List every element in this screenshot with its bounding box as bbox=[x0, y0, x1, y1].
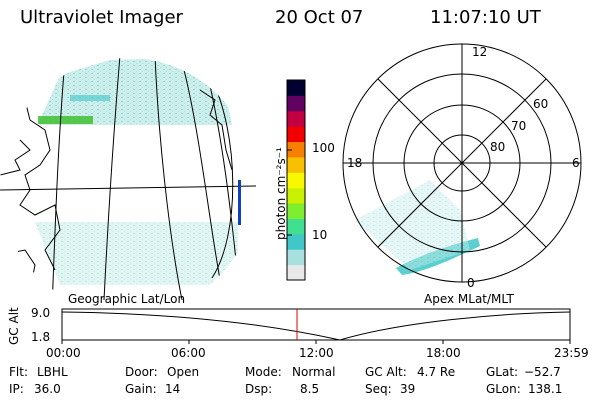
gc-alt-axis-label: GC Alt bbox=[7, 307, 21, 345]
coastline bbox=[9, 89, 61, 271]
info-dsp-value: 8.5 bbox=[300, 382, 320, 396]
apex-caption: Apex MLat/MLT bbox=[424, 292, 514, 306]
aurora-band-green bbox=[38, 116, 93, 124]
time-tick-2359: 23:59 bbox=[554, 346, 589, 360]
info-glat-key: GLat: bbox=[486, 365, 519, 379]
date-label: 20 Oct 07 bbox=[275, 7, 364, 28]
info-dsp-key: Dsp: bbox=[245, 382, 273, 396]
alt-ytick-low: 1.8 bbox=[31, 330, 51, 344]
info-door-value: Open bbox=[167, 365, 200, 379]
colorbar-band bbox=[287, 95, 305, 112]
altitude-curve bbox=[61, 311, 571, 341]
info-gain-value: 14 bbox=[165, 382, 181, 396]
colorbar-band bbox=[287, 126, 305, 143]
colorbar-band bbox=[287, 203, 305, 219]
altitude-plot bbox=[61, 308, 571, 344]
aurora-region-south bbox=[35, 222, 238, 285]
info-gcalt-key: GC Alt: bbox=[365, 365, 407, 379]
time-tick-0000: 00:00 bbox=[46, 346, 81, 360]
colorbar-band bbox=[287, 156, 305, 173]
geographic-caption: Geographic Lat/Lon bbox=[68, 292, 186, 306]
colorbar-unit-label: photon cm⁻²s⁻¹ bbox=[274, 147, 288, 240]
colorbar-band bbox=[287, 172, 305, 189]
info-gain-key: Gain: bbox=[125, 382, 157, 396]
info-seq-value: 39 bbox=[400, 382, 416, 396]
colorbar-band bbox=[287, 233, 305, 250]
colorbar-band bbox=[287, 141, 305, 158]
time-label: 11:07:10 UT bbox=[430, 7, 541, 28]
mlat-label-80: 80 bbox=[490, 140, 506, 154]
geographic-map bbox=[0, 58, 256, 311]
mlat-label-70: 70 bbox=[511, 119, 527, 133]
mlt-label-12: 12 bbox=[472, 45, 488, 59]
colorbar bbox=[286, 79, 306, 281]
colorbar-band bbox=[287, 249, 305, 266]
info-glon-value: 138.1 bbox=[528, 382, 563, 396]
colorbar-band bbox=[287, 110, 305, 127]
info-gcalt-value: 4.7 Re bbox=[417, 365, 456, 379]
info-flt-value: LBHL bbox=[37, 365, 68, 379]
info-door-key: Door: bbox=[125, 365, 158, 379]
colorbar-tick-100: 100 bbox=[312, 141, 335, 155]
time-tick-1200: 12:00 bbox=[299, 346, 334, 360]
info-mode-value: Normal bbox=[292, 365, 336, 379]
mlat-label-60: 60 bbox=[533, 97, 549, 111]
info-ip-key: IP: bbox=[9, 382, 24, 396]
colorbar-band bbox=[287, 264, 305, 281]
instrument-title: Ultraviolet Imager bbox=[20, 7, 183, 28]
polar-dial bbox=[342, 43, 582, 283]
mlt-label-6: 6 bbox=[572, 156, 580, 170]
info-seq-key: Seq: bbox=[365, 382, 392, 396]
info-ip-value: 36.0 bbox=[34, 382, 61, 396]
alt-ytick-high: 9.0 bbox=[31, 306, 51, 320]
info-mode-key: Mode: bbox=[245, 365, 282, 379]
colorbar-band bbox=[287, 80, 305, 96]
mlt-label-0: 0 bbox=[467, 276, 475, 290]
info-glat-value: −52.7 bbox=[524, 365, 561, 379]
info-flt-key: Flt: bbox=[9, 365, 28, 379]
aurora-region-north bbox=[40, 58, 232, 125]
colorbar-tick-10: 10 bbox=[312, 228, 328, 242]
mlt-label-18: 18 bbox=[347, 156, 363, 170]
time-tick-0600: 06:00 bbox=[171, 346, 206, 360]
colorbar-band bbox=[287, 218, 305, 235]
info-glon-key: GLon: bbox=[486, 382, 521, 396]
colorbar-band bbox=[287, 187, 305, 204]
time-tick-1800: 18:00 bbox=[426, 346, 461, 360]
